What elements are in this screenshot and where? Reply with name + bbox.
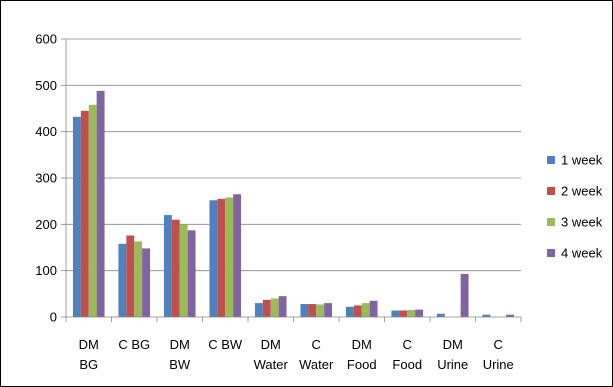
x-tick-label: Urine xyxy=(437,357,468,372)
bar xyxy=(324,303,333,317)
legend-label: 4 week xyxy=(561,246,603,261)
bar xyxy=(316,304,325,317)
legend-swatch xyxy=(547,156,555,164)
y-tick-label: 200 xyxy=(35,217,57,232)
bar xyxy=(369,300,378,317)
bar xyxy=(262,299,271,317)
legend-label: 2 week xyxy=(561,184,603,199)
x-tick-label: DM xyxy=(170,337,190,352)
legend-swatch xyxy=(547,187,555,195)
x-tick-label: C BG xyxy=(118,337,150,352)
x-tick-label: C xyxy=(312,337,321,352)
x-tick-label: Water xyxy=(299,357,334,372)
bar xyxy=(436,313,445,317)
bar xyxy=(171,219,180,317)
x-tick-label: DM xyxy=(261,337,281,352)
x-tick-label: C xyxy=(403,337,412,352)
bar xyxy=(353,305,362,317)
bar xyxy=(142,248,151,317)
legend-label: 3 week xyxy=(561,215,603,230)
bar xyxy=(361,303,370,317)
y-tick-label: 0 xyxy=(50,310,57,325)
x-tick-label: DM xyxy=(443,337,463,352)
bar xyxy=(270,298,279,317)
x-tick-label: DM xyxy=(79,337,99,352)
bar xyxy=(460,273,469,317)
bar xyxy=(482,314,491,317)
bar xyxy=(391,310,400,317)
bar xyxy=(187,230,196,317)
x-tick-label: Food xyxy=(347,357,377,372)
y-tick-label: 100 xyxy=(35,263,57,278)
x-tick-label: BW xyxy=(169,357,191,372)
bar xyxy=(88,104,97,317)
bar xyxy=(233,194,242,317)
bar xyxy=(415,309,424,317)
axes xyxy=(65,39,522,322)
bar xyxy=(308,304,317,317)
bars xyxy=(72,90,515,317)
x-tick-label: DM xyxy=(352,337,372,352)
y-tick-label: 300 xyxy=(35,171,57,186)
y-tick-label: 600 xyxy=(35,32,57,47)
legend-swatch xyxy=(547,218,555,226)
y-tick-label: 500 xyxy=(35,78,57,93)
x-tick-label: C xyxy=(494,337,503,352)
y-axis-ticks: 0 100 200 300 400 500 600 xyxy=(35,32,66,325)
x-axis-labels: DM BG C BG DM BW C BW DM Water C Water DM Food C Food… xyxy=(79,337,514,372)
legend-label: 1 week xyxy=(561,153,603,168)
bar xyxy=(399,310,408,317)
bar xyxy=(300,304,309,317)
bar xyxy=(96,90,105,317)
bar xyxy=(254,303,263,317)
bar xyxy=(225,197,234,317)
bar xyxy=(72,116,81,317)
x-tick-label: Food xyxy=(392,357,422,372)
bar xyxy=(506,314,515,317)
bar xyxy=(407,310,416,317)
x-tick-label: Water xyxy=(254,357,289,372)
bar xyxy=(126,235,135,317)
bar xyxy=(118,243,127,317)
x-tick-label: C BW xyxy=(208,337,243,352)
bar xyxy=(134,241,143,317)
legend: 1 week 2 week 3 week 4 week xyxy=(547,153,603,261)
bar xyxy=(278,296,287,317)
legend-swatch xyxy=(547,249,555,257)
x-tick-label: BG xyxy=(79,357,98,372)
bar xyxy=(217,198,226,317)
bar xyxy=(80,110,89,317)
x-tick-label: Urine xyxy=(483,357,514,372)
y-tick-label: 400 xyxy=(35,124,57,139)
bar xyxy=(179,224,188,317)
bar xyxy=(209,200,218,317)
bar xyxy=(163,215,172,317)
bar xyxy=(345,306,354,317)
